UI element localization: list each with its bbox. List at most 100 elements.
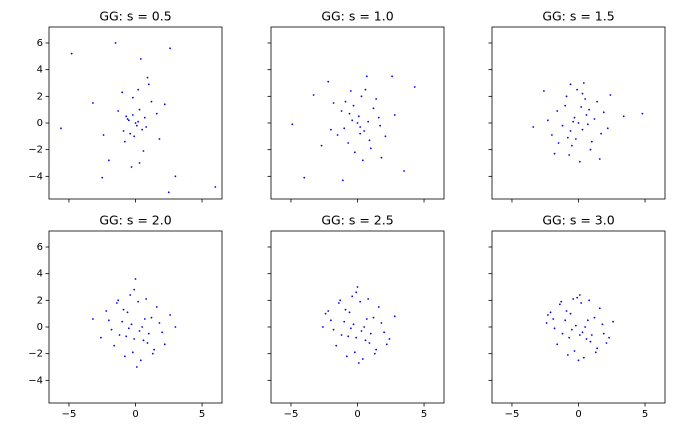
point xyxy=(569,83,572,86)
point xyxy=(585,338,588,340)
point xyxy=(345,355,348,358)
point xyxy=(126,118,129,120)
point xyxy=(357,362,360,364)
point xyxy=(377,306,380,308)
axes-frame xyxy=(491,26,666,200)
point xyxy=(117,110,120,112)
point xyxy=(344,100,347,103)
point xyxy=(609,94,612,96)
point xyxy=(577,122,580,124)
subplot-title: GG: s = 2.5 xyxy=(321,213,393,228)
point xyxy=(356,286,359,288)
point xyxy=(146,342,149,344)
point xyxy=(383,331,386,334)
point xyxy=(557,142,560,144)
point xyxy=(569,312,572,315)
point xyxy=(590,140,593,143)
point xyxy=(566,136,569,139)
point xyxy=(585,114,588,116)
point xyxy=(598,158,601,160)
y-tick-label: −2 xyxy=(28,349,43,360)
point xyxy=(601,323,604,326)
point xyxy=(352,104,355,107)
point xyxy=(600,132,603,135)
axes-frame xyxy=(491,230,666,404)
point xyxy=(589,340,592,343)
point xyxy=(130,323,133,326)
point xyxy=(349,90,352,92)
point xyxy=(123,140,126,143)
point xyxy=(550,134,553,136)
point xyxy=(574,324,577,327)
point xyxy=(373,352,376,355)
point xyxy=(572,120,575,123)
point xyxy=(337,302,340,304)
point xyxy=(561,124,564,127)
point xyxy=(348,112,351,115)
point xyxy=(147,83,150,86)
point xyxy=(344,308,347,311)
point xyxy=(385,343,388,346)
point xyxy=(343,320,346,323)
point xyxy=(142,339,145,342)
point xyxy=(368,342,371,344)
point xyxy=(605,342,608,344)
point xyxy=(139,58,142,60)
point xyxy=(143,116,146,119)
point xyxy=(169,314,172,316)
point xyxy=(353,351,356,354)
point xyxy=(126,311,129,314)
point xyxy=(568,336,571,339)
point xyxy=(332,328,335,331)
point xyxy=(359,300,362,303)
point xyxy=(131,96,134,99)
y-tick-label: 6 xyxy=(37,38,43,49)
point xyxy=(167,191,170,194)
point xyxy=(137,120,140,123)
point xyxy=(581,92,584,95)
point xyxy=(134,122,137,124)
point xyxy=(372,107,375,110)
point xyxy=(589,148,592,151)
point xyxy=(565,310,568,312)
point xyxy=(155,306,158,308)
x-tick-label: −5 xyxy=(505,409,520,420)
point xyxy=(612,320,614,323)
y-tick-label: 2 xyxy=(37,295,43,306)
point xyxy=(129,294,132,296)
point xyxy=(578,160,581,163)
point xyxy=(606,127,609,130)
point xyxy=(327,310,330,312)
point xyxy=(586,123,589,126)
point xyxy=(369,147,372,150)
point xyxy=(372,316,375,319)
point xyxy=(335,344,338,347)
axes-frame xyxy=(270,230,445,404)
point xyxy=(572,298,575,300)
point xyxy=(127,327,130,330)
point xyxy=(129,132,132,135)
subplot-title: GG: s = 1.0 xyxy=(321,9,393,24)
point xyxy=(546,314,549,316)
subplot-title: GG: s = 1.5 xyxy=(542,9,614,24)
point xyxy=(105,310,108,312)
x-tick-label: 0 xyxy=(354,409,360,420)
point xyxy=(556,343,559,346)
point xyxy=(578,294,581,296)
point xyxy=(393,114,396,116)
point xyxy=(137,300,140,303)
point xyxy=(107,159,110,162)
point xyxy=(384,135,387,138)
x-tick-label: 5 xyxy=(421,409,427,420)
point xyxy=(131,114,134,116)
point xyxy=(380,156,383,159)
point xyxy=(391,75,393,78)
y-tick-label: 2 xyxy=(37,91,43,102)
point xyxy=(349,327,352,330)
point xyxy=(163,103,166,106)
point xyxy=(312,94,315,96)
point xyxy=(122,130,125,132)
point xyxy=(150,316,153,319)
point xyxy=(107,319,110,322)
